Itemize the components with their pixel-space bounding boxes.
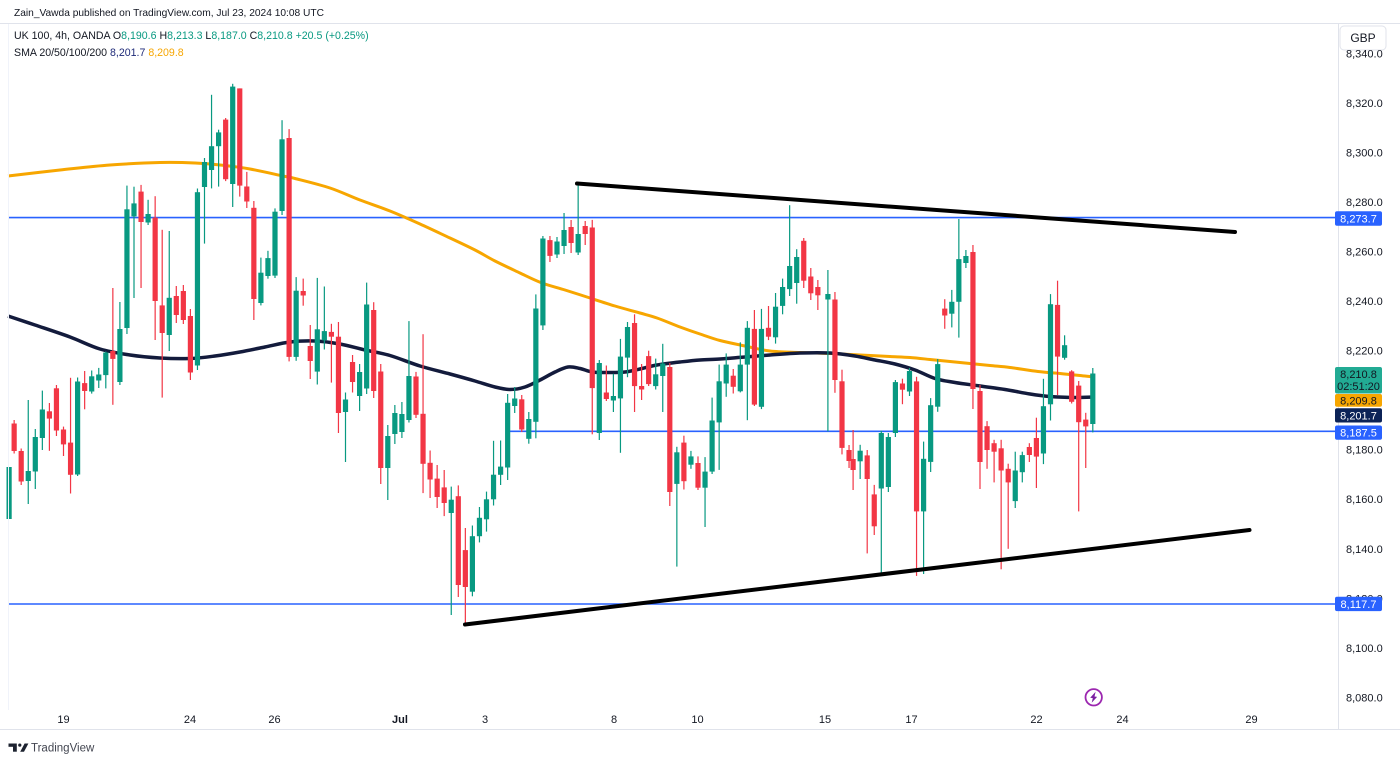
svg-text:24: 24 [184,714,196,726]
svg-text:8,280.0: 8,280.0 [1346,197,1383,209]
svg-text:17: 17 [905,714,917,726]
svg-text:10: 10 [691,714,703,726]
svg-text:02:51:20: 02:51:20 [1337,381,1380,393]
svg-text:Zain_Vawda published on Tradin: Zain_Vawda published on TradingView.com,… [14,8,324,19]
svg-text:29: 29 [1245,714,1257,726]
svg-text:8,340.0: 8,340.0 [1346,48,1383,60]
svg-text:26: 26 [268,714,280,726]
svg-text:8,320.0: 8,320.0 [1346,98,1383,110]
svg-text:8,160.0: 8,160.0 [1346,494,1383,506]
svg-text:8,180.0: 8,180.0 [1346,445,1383,457]
svg-text:22: 22 [1030,714,1042,726]
svg-text:8,240.0: 8,240.0 [1346,296,1383,308]
svg-text:8,187.5: 8,187.5 [1340,428,1377,440]
svg-text:15: 15 [819,714,831,726]
svg-text:19: 19 [57,714,69,726]
svg-text:3: 3 [482,714,488,726]
svg-text:8,220.0: 8,220.0 [1346,346,1383,358]
svg-text:8,117.7: 8,117.7 [1341,599,1377,611]
svg-text:UK 100, 4h, OANDA O8,190.6 H8: UK 100, 4h, OANDA O8,190.6 H8,213.3 L8,1… [14,30,369,42]
svg-text:8,273.7: 8,273.7 [1340,213,1377,225]
svg-text:8,209.8: 8,209.8 [1340,395,1377,407]
svg-text:8,201.7: 8,201.7 [1340,410,1377,422]
svg-text:8,210.8: 8,210.8 [1340,369,1377,381]
svg-text:8,080.0: 8,080.0 [1346,692,1383,704]
svg-text:GBP: GBP [1350,31,1375,45]
svg-text:8: 8 [611,714,617,726]
svg-text:Jul: Jul [392,714,408,726]
svg-text:24: 24 [1116,714,1128,726]
svg-text:8,140.0: 8,140.0 [1346,544,1383,556]
svg-text:8,260.0: 8,260.0 [1346,247,1383,259]
svg-text:8,100.0: 8,100.0 [1346,643,1383,655]
svg-text:8,300.0: 8,300.0 [1346,148,1383,160]
svg-text:TradingView: TradingView [31,743,95,755]
svg-text:SMA 20/50/100/200 8,201.7 8,2: SMA 20/50/100/200 8,201.7 8,209.8 [14,47,184,59]
